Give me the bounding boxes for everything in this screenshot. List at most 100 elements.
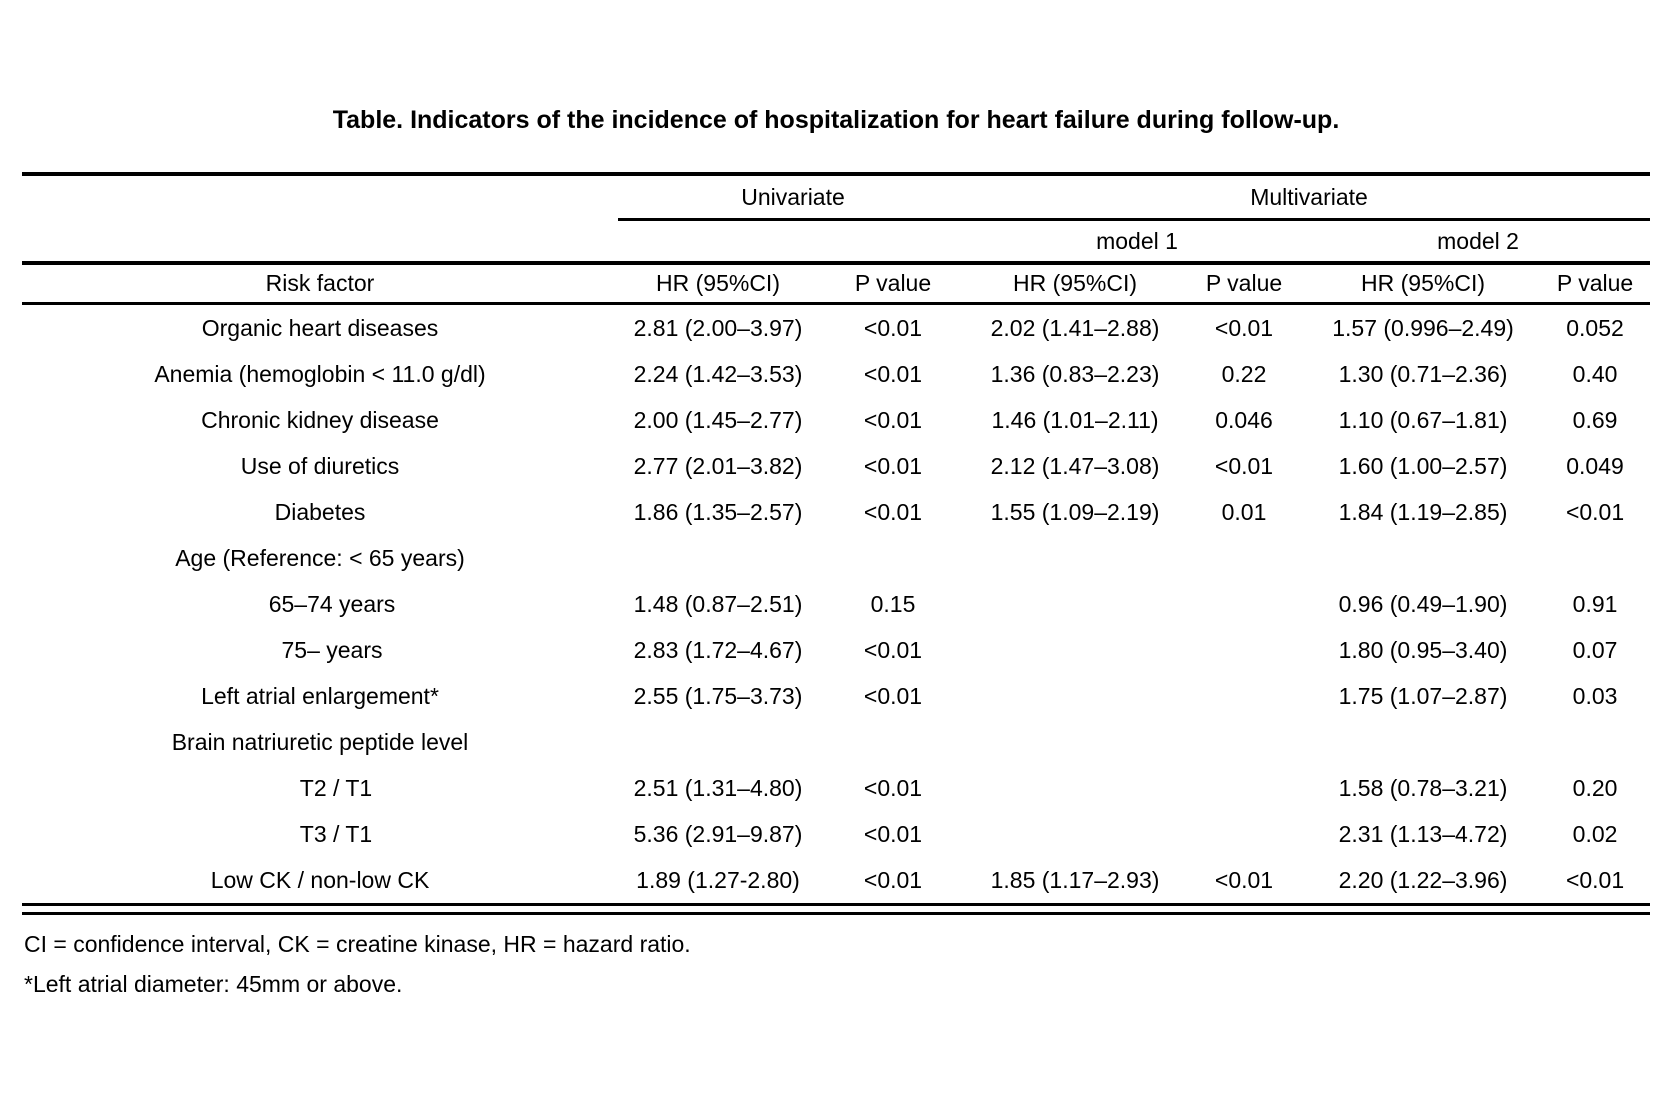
- uni-p-cell: <0.01: [863, 636, 923, 663]
- risk-factor-cell: Chronic kidney disease: [201, 406, 439, 433]
- table-row: Anemia (hemoglobin < 11.0 g/dl) 2.24 (1.…: [22, 351, 1650, 397]
- uni-hr-cell: 2.51 (1.31–4.80): [633, 774, 803, 801]
- m1-p-cell: 0.046: [1215, 406, 1273, 433]
- m1-p-cell: [1182, 673, 1306, 719]
- m2-p-cell: 0.40: [1572, 360, 1618, 387]
- m2-hr-cell: 1.30 (0.71–2.36): [1338, 360, 1508, 387]
- uni-hr-cell: 2.81 (2.00–3.97): [633, 314, 803, 341]
- m2-hr-cell: [1306, 535, 1540, 581]
- m2-hr-cell: 1.80 (0.95–3.40): [1338, 636, 1508, 663]
- risk-factor-cell: Left atrial enlargement*: [201, 682, 439, 709]
- table-body: Organic heart diseases 2.81 (2.00–3.97) …: [22, 304, 1651, 906]
- table-row: Age (Reference: < 65 years): [22, 535, 1650, 581]
- footnotes: CI = confidence interval, CK = creatine …: [24, 924, 691, 1004]
- risk-factor-cell: 65–74 years: [268, 590, 396, 617]
- m2-p-cell: <0.01: [1540, 857, 1651, 906]
- column-header-p-univariate: P value: [818, 261, 969, 305]
- m1-p-cell: [1182, 719, 1306, 765]
- table-row: Left atrial enlargement* 2.55 (1.75–3.73…: [22, 673, 1650, 719]
- m1-p-cell: [1182, 811, 1306, 857]
- m2-hr-cell: 1.60 (1.00–2.57): [1338, 452, 1508, 479]
- column-header-p-model2: P value: [1540, 261, 1651, 305]
- m1-hr-cell: [968, 535, 1182, 581]
- m2-p-cell: 0.052: [1566, 314, 1624, 341]
- uni-hr-cell: 1.89 (1.27-2.80): [618, 857, 818, 906]
- m2-p-cell: 0.69: [1572, 406, 1618, 433]
- uni-p-cell: [818, 535, 968, 581]
- m1-hr-cell: 2.12 (1.47–3.08): [990, 452, 1160, 479]
- model-header-spacer: [22, 220, 618, 264]
- m2-p-cell: 0.049: [1566, 452, 1624, 479]
- uni-hr-cell: 2.77 (2.01–3.82): [633, 452, 803, 479]
- uni-p-cell: <0.01: [863, 314, 923, 341]
- uni-p-cell: <0.01: [863, 774, 923, 801]
- table-row: 65–74 years 1.48 (0.87–2.51) 0.15 0.96 (…: [22, 581, 1650, 627]
- uni-p-cell: <0.01: [863, 406, 923, 433]
- uni-p-cell: <0.01: [863, 820, 923, 847]
- risk-factor-cell: 75– years: [281, 636, 383, 663]
- uni-hr-cell: 2.24 (1.42–3.53): [633, 360, 803, 387]
- uni-hr-cell: 1.86 (1.35–2.57): [633, 498, 803, 525]
- m2-hr-cell: 1.58 (0.78–3.21): [1338, 774, 1508, 801]
- bottom-double-rule: [22, 912, 1650, 915]
- table-title: Table. Indicators of the incidence of ho…: [332, 106, 1340, 134]
- table-header: Univariate Multivariate model 1 model 2 …: [22, 174, 1651, 305]
- m1-hr-cell: [968, 811, 1182, 857]
- table-row: 75– years 2.83 (1.72–4.67) <0.01 1.80 (0…: [22, 627, 1650, 673]
- uni-hr-cell: 2.83 (1.72–4.67): [633, 636, 803, 663]
- m1-hr-cell: [968, 673, 1182, 719]
- m2-hr-cell: 1.57 (0.996–2.49): [1332, 314, 1514, 341]
- m2-p-cell: 0.03: [1572, 682, 1618, 709]
- risk-factor-cell: Brain natriuretic peptide level: [171, 728, 469, 755]
- m1-p-cell: [1182, 535, 1306, 581]
- m2-p-cell: [1540, 719, 1650, 765]
- uni-hr-cell: [618, 719, 818, 765]
- group-header-spacer: [22, 174, 618, 220]
- uni-p-cell: <0.01: [818, 857, 969, 906]
- m1-hr-cell: [968, 627, 1182, 673]
- m2-hr-cell: 0.96 (0.49–1.90): [1338, 590, 1508, 617]
- table-row: Diabetes 1.86 (1.35–2.57) <0.01 1.55 (1.…: [22, 489, 1650, 535]
- model-header-row: model 1 model 2: [22, 220, 1650, 264]
- column-header-hr-model2: HR (95%CI): [1306, 261, 1541, 305]
- m1-p-cell: <0.01: [1182, 857, 1307, 906]
- risk-factor-cell: T2 / T1: [299, 774, 373, 801]
- uni-p-cell: 0.15: [870, 590, 916, 617]
- m2-p-cell: 0.20: [1572, 774, 1618, 801]
- m2-hr-cell: 2.31 (1.13–4.72): [1338, 820, 1508, 847]
- table-row: Chronic kidney disease 2.00 (1.45–2.77) …: [22, 397, 1650, 443]
- m2-hr-cell: 1.75 (1.07–2.87): [1338, 682, 1508, 709]
- uni-hr-cell: 5.36 (2.91–9.87): [633, 820, 803, 847]
- uni-hr-cell: 1.48 (0.87–2.51): [633, 590, 803, 617]
- uni-p-cell: <0.01: [863, 360, 923, 387]
- uni-hr-cell: 2.55 (1.75–3.73): [633, 682, 803, 709]
- table-row: T2 / T1 2.51 (1.31–4.80) <0.01 1.58 (0.7…: [22, 765, 1650, 811]
- table-row: Use of diuretics 2.77 (2.01–3.82) <0.01 …: [22, 443, 1650, 489]
- m1-p-cell: <0.01: [1214, 452, 1274, 479]
- column-header-risk-factor: Risk factor: [22, 261, 618, 305]
- m2-hr-cell: 1.10 (0.67–1.81): [1338, 406, 1508, 433]
- model-header-1: model 1: [1096, 227, 1178, 254]
- m1-p-cell: [1182, 581, 1306, 627]
- uni-p-cell: <0.01: [863, 498, 923, 525]
- column-header-hr-univariate: HR (95%CI): [618, 261, 818, 305]
- column-header-p-model1: P value: [1182, 261, 1307, 305]
- group-header-univariate: Univariate: [618, 174, 969, 221]
- results-table: Univariate Multivariate model 1 model 2 …: [22, 172, 1651, 906]
- group-header-multivariate: Multivariate: [968, 174, 1651, 221]
- table-row: Organic heart diseases 2.81 (2.00–3.97) …: [22, 304, 1650, 352]
- uni-hr-cell: [618, 535, 818, 581]
- column-header-hr-model1: HR (95%CI): [968, 261, 1183, 305]
- risk-factor-cell: Age (Reference: < 65 years): [175, 544, 465, 571]
- m1-hr-cell: [968, 581, 1182, 627]
- m2-hr-cell: 1.84 (1.19–2.85): [1338, 498, 1508, 525]
- column-header-row: Risk factor HR (95%CI) P value HR (95%CI…: [22, 261, 1651, 305]
- m1-hr-cell: 1.85 (1.17–2.93): [968, 857, 1183, 906]
- m2-p-cell: 0.07: [1572, 636, 1618, 663]
- uni-hr-cell: 2.00 (1.45–2.77): [633, 406, 803, 433]
- m1-p-cell: 0.01: [1221, 498, 1267, 525]
- model-header-2: model 2: [1437, 227, 1519, 254]
- footnote-abbreviations: CI = confidence interval, CK = creatine …: [24, 931, 691, 957]
- m1-hr-cell: 1.46 (1.01–2.11): [991, 406, 1159, 433]
